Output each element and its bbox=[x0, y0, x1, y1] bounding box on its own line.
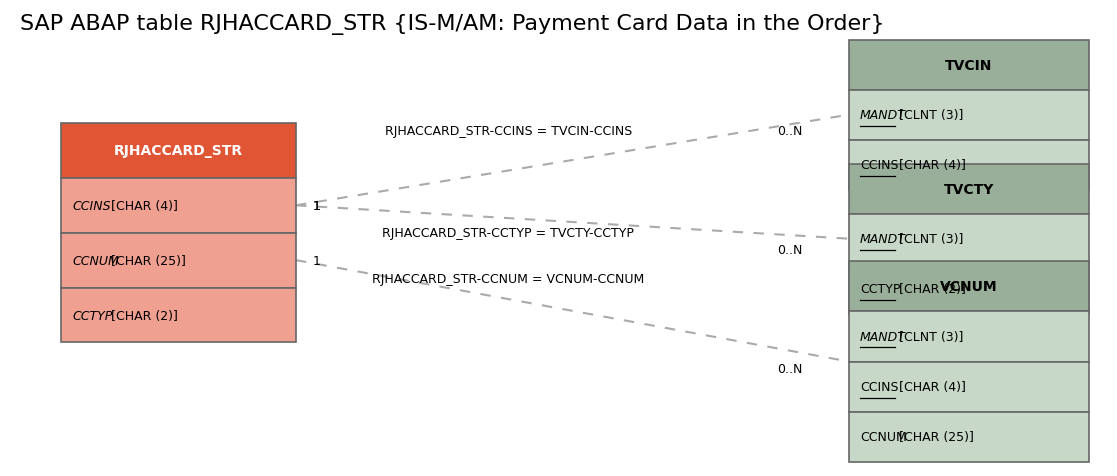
FancyBboxPatch shape bbox=[849, 412, 1089, 462]
Text: CCNUM: CCNUM bbox=[73, 254, 120, 267]
Text: 1: 1 bbox=[313, 254, 321, 267]
FancyBboxPatch shape bbox=[61, 124, 296, 178]
Text: [CLNT (3)]: [CLNT (3)] bbox=[895, 233, 963, 246]
FancyBboxPatch shape bbox=[849, 40, 1089, 90]
FancyBboxPatch shape bbox=[61, 288, 296, 343]
FancyBboxPatch shape bbox=[849, 312, 1089, 362]
Text: 0..N: 0..N bbox=[776, 243, 802, 257]
Text: 0..N: 0..N bbox=[776, 124, 802, 138]
Text: CCINS: CCINS bbox=[860, 380, 898, 393]
Text: MANDT: MANDT bbox=[860, 330, 906, 343]
Text: [CHAR (4)]: [CHAR (4)] bbox=[895, 159, 965, 172]
Text: RJHACCARD_STR: RJHACCARD_STR bbox=[114, 144, 244, 158]
FancyBboxPatch shape bbox=[849, 262, 1089, 312]
Text: [CLNT (3)]: [CLNT (3)] bbox=[895, 109, 963, 122]
FancyBboxPatch shape bbox=[61, 178, 296, 233]
Text: 0..N: 0..N bbox=[776, 362, 802, 376]
Text: [CLNT (3)]: [CLNT (3)] bbox=[895, 330, 963, 343]
Text: CCINS: CCINS bbox=[860, 159, 898, 172]
Text: [CHAR (4)]: [CHAR (4)] bbox=[107, 199, 178, 212]
Text: MANDT: MANDT bbox=[860, 233, 906, 246]
FancyBboxPatch shape bbox=[849, 214, 1089, 264]
Text: RJHACCARD_STR-CCINS = TVCIN-CCINS: RJHACCARD_STR-CCINS = TVCIN-CCINS bbox=[384, 124, 632, 138]
FancyBboxPatch shape bbox=[849, 90, 1089, 140]
Text: MANDT: MANDT bbox=[860, 109, 906, 122]
Text: CCNUM: CCNUM bbox=[860, 430, 907, 443]
Text: CCINS: CCINS bbox=[73, 199, 111, 212]
Text: RJHACCARD_STR-CCTYP = TVCTY-CCTYP: RJHACCARD_STR-CCTYP = TVCTY-CCTYP bbox=[382, 227, 634, 240]
Text: VCNUM: VCNUM bbox=[941, 280, 997, 294]
FancyBboxPatch shape bbox=[849, 362, 1089, 412]
Text: [CHAR (2)]: [CHAR (2)] bbox=[107, 309, 178, 322]
Text: 1: 1 bbox=[313, 199, 321, 212]
Text: [CHAR (4)]: [CHAR (4)] bbox=[895, 380, 965, 393]
Text: TVCTY: TVCTY bbox=[944, 182, 994, 196]
FancyBboxPatch shape bbox=[61, 233, 296, 288]
Text: TVCIN: TVCIN bbox=[945, 59, 993, 72]
Text: [CHAR (25)]: [CHAR (25)] bbox=[107, 254, 187, 267]
Text: SAP ABAP table RJHACCARD_STR {IS-M/AM: Payment Card Data in the Order}: SAP ABAP table RJHACCARD_STR {IS-M/AM: P… bbox=[20, 14, 885, 35]
Text: 1: 1 bbox=[313, 199, 321, 212]
FancyBboxPatch shape bbox=[849, 164, 1089, 214]
Text: CCTYP: CCTYP bbox=[73, 309, 113, 322]
Text: [CHAR (25)]: [CHAR (25)] bbox=[895, 430, 974, 443]
Text: [CHAR (2)]: [CHAR (2)] bbox=[895, 283, 965, 296]
FancyBboxPatch shape bbox=[849, 264, 1089, 314]
Text: RJHACCARD_STR-CCNUM = VCNUM-CCNUM: RJHACCARD_STR-CCNUM = VCNUM-CCNUM bbox=[372, 272, 645, 285]
Text: CCTYP: CCTYP bbox=[860, 283, 900, 296]
FancyBboxPatch shape bbox=[849, 140, 1089, 190]
